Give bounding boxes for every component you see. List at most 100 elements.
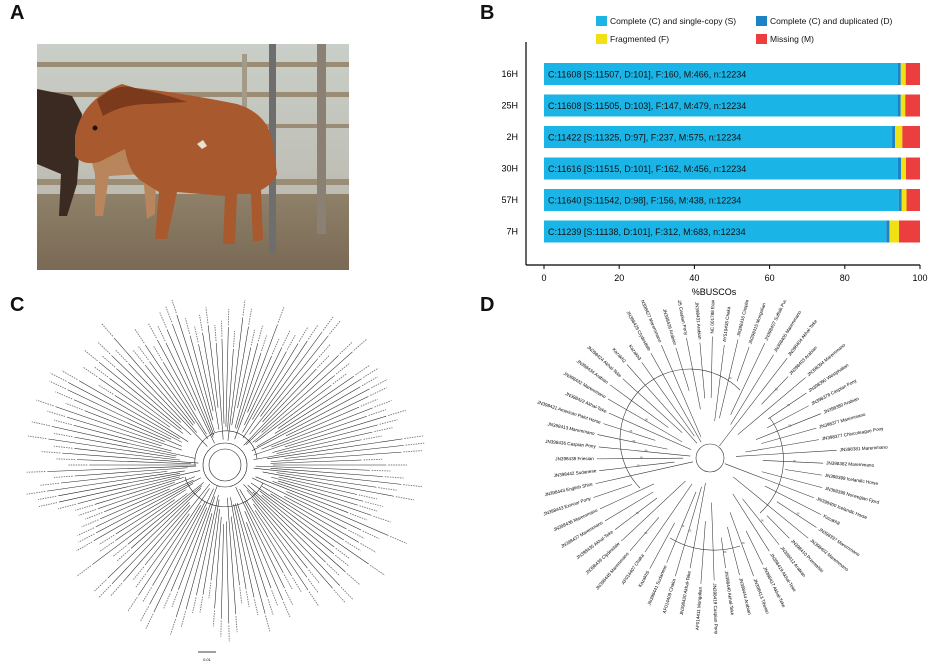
category-label: 16H [501,69,518,79]
tree-tip-text [115,349,128,363]
tree-tip-text [93,366,109,378]
tree-branch [276,472,377,488]
bar-label: C:11640 [S:11542, D:98], F:156, M:438, n… [548,196,741,206]
tree-tip-text [208,582,212,599]
bar-segment [544,126,893,148]
tree-branch [253,439,362,460]
tree-tip-text [308,325,319,340]
tree-branch [235,486,285,589]
x-axis-label: %BUSCOs [692,287,737,297]
tree-tip-text [76,565,92,577]
bar-label: C:11608 [S:11507, D:101], F:160, M:466, … [548,70,746,80]
tree-branch [710,336,713,398]
tree-tip-text [78,509,97,516]
category-label: 57H [501,195,518,205]
tree-tip-text [180,611,187,627]
tree-tip-text [239,587,243,604]
tree-branch [244,501,284,573]
tree-branch [733,476,809,539]
tree-branch [607,398,683,443]
tree-branch [225,327,229,427]
tree-tip-text [374,400,392,408]
tree-branch [732,493,770,552]
tip-label: Kazakh3 [628,344,643,362]
tree-branch [252,375,335,443]
tree-branch [77,459,192,465]
tree-branch [111,502,190,584]
tree-arc [184,476,264,508]
bootstrap-value: 96 [632,439,635,443]
tree-branch [737,377,806,435]
tree-tip-text [371,469,391,472]
tree-tip-text [283,601,291,618]
tree-tip-text [374,427,393,433]
tip-label: JN398440 Akhal-Teke [724,571,735,616]
bar-segment [895,126,903,148]
tree-branch [255,384,332,443]
tree-branch [214,516,222,609]
tree-tip-text [163,593,171,609]
tree-branch [278,480,358,506]
tree-branch [629,517,660,551]
tree-tip-text [132,566,145,581]
bar-segment [889,220,900,243]
tree-branch [253,467,402,485]
tree-branch [48,438,176,459]
tree-tip-text [368,409,387,416]
tree-branch [251,477,362,531]
tree-tip-text [140,606,150,622]
bar-segment [902,126,920,148]
bar-segment [900,94,906,117]
tree-tip-text [403,484,422,488]
tip-label: Kazakh8 [823,513,842,526]
tree-branch [77,476,180,504]
tree-branch [227,317,244,441]
tree-branch [74,467,188,477]
tree-branch [251,388,370,452]
tree-branch [644,483,693,553]
tree-branch [67,382,183,443]
tree-tip-text [83,349,98,362]
tree-branch [255,465,370,471]
tree-inner-ring [208,448,242,482]
tree-branch [242,351,287,433]
tree-branch [767,405,810,428]
tree-branch [626,364,698,444]
tree-tip-text [132,349,145,364]
tree-branch [649,522,675,569]
tree-branch [254,510,309,591]
tree-branch [207,325,219,408]
tree-branch [74,448,180,461]
tree-tip-text [148,323,157,339]
tree-tip-text [340,586,354,600]
x-tick-label: 100 [912,273,927,283]
tree-tip-text [233,330,236,348]
tree-tip-text [242,300,246,316]
tree-tip-text [267,599,274,615]
tree-tip-text [371,379,388,389]
tree-branch [761,471,823,488]
tree-branch [242,340,308,439]
tree-tip-text [307,578,319,593]
tree-branch [244,347,283,426]
tree-tip-text [112,545,127,558]
tree-tip-text [277,307,285,323]
tree-branch [250,482,369,565]
tip-label: JN398444 Arabian [738,577,752,615]
tree-tip-text [165,306,173,323]
tree-tip-text [245,591,250,608]
tree-branch [247,355,272,413]
tip-label: JN398438 Friesian [555,456,594,461]
tree-branch [98,361,182,430]
tree-branch [94,477,184,505]
bootstrap-value: 96 [797,512,800,516]
tree-branch [196,495,219,596]
legend-label: Complete (C) and single-copy (S) [610,16,736,26]
tree-tip-text [47,410,66,417]
tree-branch [95,479,194,528]
x-tick-label: 80 [840,273,850,283]
tree-tip-text [292,577,302,593]
tree-tip-text [194,326,199,343]
tree-branch [130,485,203,549]
tree-tip-text [360,398,378,407]
